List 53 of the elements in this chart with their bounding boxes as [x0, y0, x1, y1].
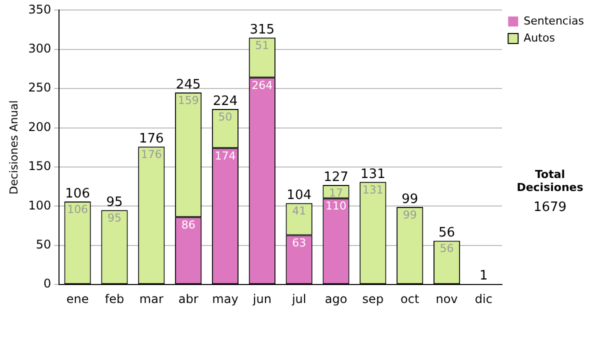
total-label: 104 [286, 188, 312, 203]
y-tick-label: 350 [28, 2, 52, 16]
total-label: 127 [324, 170, 348, 185]
total-label: 95 [106, 194, 123, 210]
data-label: 176 [140, 148, 162, 161]
text: Total Decisiones [516, 168, 584, 194]
data-label: 17 [329, 186, 344, 200]
data-label: 63 [292, 236, 306, 250]
x-tick-label: dic [474, 292, 492, 306]
total-label: 1 [480, 268, 488, 284]
y-tick-label: 50 [36, 238, 52, 252]
total-label: 56 [438, 226, 456, 241]
data-label: 50 [218, 110, 232, 124]
x-tick-label: mar [139, 292, 164, 306]
y-tick-label: 300 [28, 42, 52, 56]
x-tick-label: may [212, 292, 238, 306]
legend-label: Sentencias [524, 14, 584, 28]
x-tick-label: nov [436, 292, 458, 306]
data-label: 174 [214, 150, 236, 163]
total-label: 224 [212, 94, 238, 109]
data-label: 110 [326, 200, 347, 213]
data-label: 264 [252, 78, 273, 92]
text: 1679 [532, 200, 568, 215]
y-tick-label: 200 [28, 120, 52, 134]
x-tick-label: jul [290, 292, 306, 306]
y-tick-label: 0 [43, 276, 52, 291]
total-label: 99 [402, 192, 418, 207]
data-label: 99 [402, 208, 417, 222]
x-tick-label: jun [252, 292, 272, 306]
data-label: 86 [181, 218, 196, 232]
total-label: 315 [250, 22, 275, 38]
x-tick-label: feb [104, 292, 124, 306]
data-label: 51 [255, 39, 270, 52]
total-label: 245 [176, 77, 201, 92]
y-tick-label: 100 [28, 198, 52, 212]
data-label: 95 [107, 211, 122, 224]
x-tick-label: oct [400, 292, 420, 306]
x-tick-label: abr [178, 292, 198, 306]
y-tick-label: 150 [28, 159, 52, 174]
data-label: 56 [440, 242, 454, 256]
total-label: 131 [360, 166, 386, 182]
data-label: 41 [292, 204, 306, 218]
data-label: 106 [67, 202, 88, 216]
data-label: 159 [178, 94, 199, 107]
x-tick-label: ago [324, 292, 348, 306]
total-label: 106 [65, 186, 90, 202]
total-label: 176 [138, 131, 164, 146]
y-axis-title: Decisiones Anual [7, 100, 20, 194]
y-tick-label: 250 [28, 80, 52, 95]
x-tick-label: ene [66, 292, 89, 306]
x-tick-label: sep [362, 292, 384, 306]
legend-label: Autos [524, 31, 556, 44]
data-label: 131 [362, 183, 384, 196]
